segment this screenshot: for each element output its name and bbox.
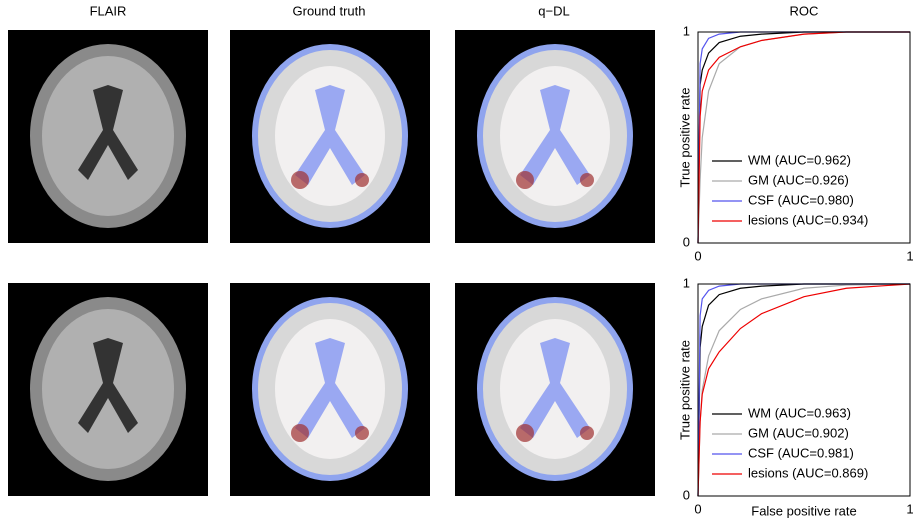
roc-curve [698, 32, 910, 243]
legend-label: GM (AUC=0.926) [748, 172, 849, 187]
y-tick-label: 1 [683, 275, 690, 290]
page: FLAIR Ground truth q−DL ROC0101True posi… [0, 0, 918, 526]
y-tick-label: 1 [683, 23, 690, 38]
y-tick-label: 0 [683, 487, 690, 502]
x-tick-label: 0 [694, 501, 701, 516]
qdl-image [455, 283, 655, 496]
roc-curve [698, 284, 910, 496]
roc-curve [698, 32, 910, 243]
legend-label: GM (AUC=0.902) [748, 425, 849, 440]
legend-label: WM (AUC=0.962) [748, 152, 851, 167]
ground-truth-image [230, 283, 430, 496]
legend-label: lesions (AUC=0.934) [748, 212, 868, 227]
legend-label: CSF (AUC=0.980) [748, 192, 854, 207]
y-tick-label: 0 [683, 234, 690, 249]
qdl-image [455, 30, 655, 243]
plot-frame [698, 284, 910, 496]
roc-curve [698, 284, 910, 496]
panel-title: Ground truth [293, 3, 366, 18]
panel-title: q−DL [538, 3, 569, 18]
x-tick-label: 1 [906, 248, 913, 263]
roc-curve [698, 284, 910, 496]
legend-label: CSF (AUC=0.981) [748, 445, 854, 460]
flair-image [8, 283, 208, 496]
legend-label: WM (AUC=0.963) [748, 405, 851, 420]
plot-frame [698, 32, 910, 243]
y-axis-label: True positive rate [677, 340, 692, 440]
x-tick-label: 1 [906, 501, 913, 516]
roc-curve [698, 32, 910, 243]
legend-label: lesions (AUC=0.869) [748, 465, 868, 480]
panel-title: FLAIR [90, 3, 127, 18]
roc-curve [698, 32, 910, 243]
y-axis-label: True positive rate [677, 88, 692, 188]
figure: FLAIR Ground truth q−DL ROC0101True posi… [0, 0, 918, 521]
x-axis-label: False positive rate [751, 503, 857, 518]
roc-curve [698, 284, 910, 496]
flair-image [8, 30, 208, 243]
chart-title: ROC [790, 3, 819, 18]
ground-truth-image [230, 30, 430, 243]
x-tick-label: 0 [694, 248, 701, 263]
